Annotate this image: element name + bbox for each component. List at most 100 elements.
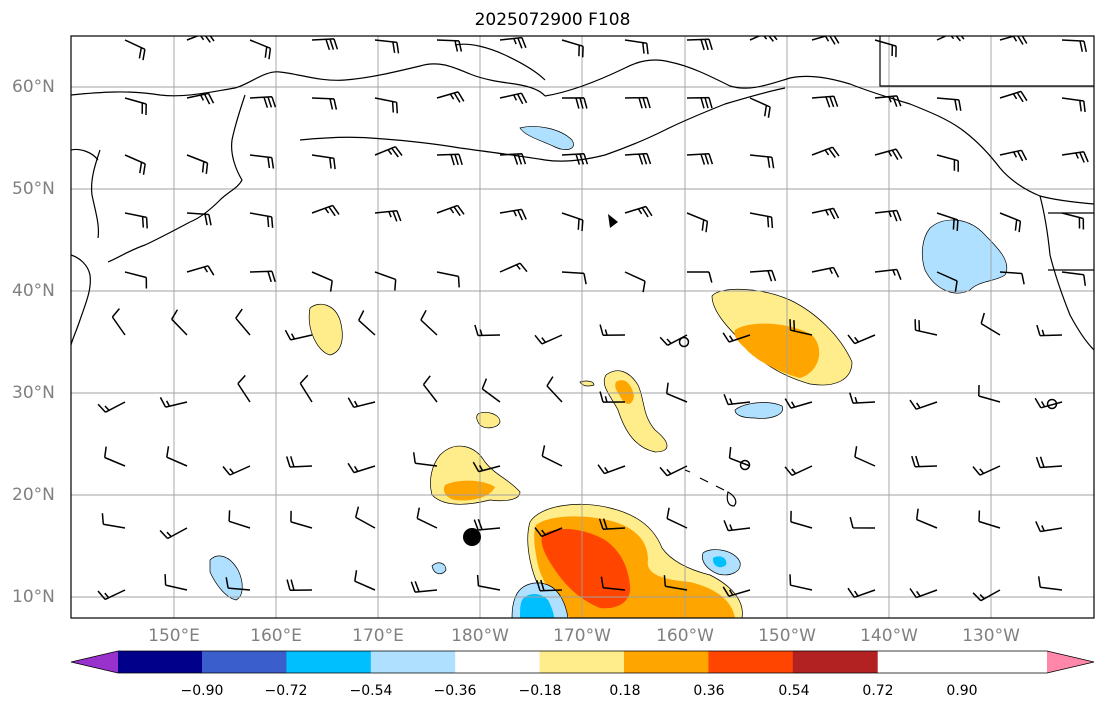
wind-barb <box>374 271 397 291</box>
anomaly-negative-core <box>520 594 554 618</box>
coastline-japan <box>71 254 91 346</box>
lat-label-60: 60°N <box>12 77 55 97</box>
wind-barb <box>686 96 713 109</box>
wind-barb <box>624 96 651 109</box>
lat-label-40: 40°N <box>12 281 55 301</box>
wind-barb <box>999 212 1022 233</box>
wind-barb <box>1061 212 1085 230</box>
wind-barb <box>354 570 376 591</box>
map-frame <box>70 35 1095 619</box>
lon-label-150e: 150°E <box>148 626 200 646</box>
wind-barb <box>847 587 876 599</box>
coastline-kuriles <box>107 221 191 263</box>
wind-barb <box>311 97 338 110</box>
anomaly-negative-region <box>519 126 574 150</box>
wind-barb <box>536 579 563 592</box>
wind-barb <box>1061 97 1086 113</box>
shaded-fields <box>209 126 1008 618</box>
wind-barb <box>358 310 376 336</box>
wind-barb <box>561 97 588 109</box>
wind-barb <box>286 579 313 591</box>
wind-barb <box>784 398 813 409</box>
wind-barb <box>1035 521 1063 533</box>
wind-barb <box>101 513 126 529</box>
wind-barb <box>599 324 626 336</box>
wind-barb <box>749 154 775 169</box>
anomaly-positive-core <box>443 480 495 501</box>
coastline-alaska-peninsula <box>604 87 786 156</box>
wind-barb <box>659 465 688 477</box>
wind-barb <box>914 319 938 336</box>
wind-barb <box>624 205 653 218</box>
wind-barb <box>666 507 688 529</box>
colorbar-tick-label: 0.90 <box>946 683 978 699</box>
lon-label-170w: 170°W <box>553 626 611 646</box>
wind-barb <box>624 152 652 165</box>
wind-barb <box>811 95 839 108</box>
wind-barb <box>874 39 897 58</box>
colorbar <box>70 650 1095 674</box>
wind-barb <box>311 38 339 51</box>
lat-label-20: 20°N <box>12 485 55 505</box>
wind-barb <box>354 506 376 529</box>
colorbar-segment <box>286 651 372 673</box>
coastlines <box>71 36 1094 507</box>
wind-barb <box>686 212 709 233</box>
coastline-alaska <box>544 59 1094 205</box>
wind-barb <box>600 576 626 591</box>
wind-barb <box>499 36 527 49</box>
political-border <box>879 36 1094 271</box>
wind-barb <box>436 204 465 217</box>
wind-barb <box>599 391 626 403</box>
wind-barb <box>285 456 313 468</box>
wind-barb <box>1061 271 1087 286</box>
wind-barb <box>103 446 126 467</box>
wind-barb <box>980 312 1001 336</box>
wind-barb <box>374 97 399 114</box>
wind-barb <box>936 212 959 231</box>
wind-barb <box>124 212 148 229</box>
wind-barb <box>124 154 146 175</box>
wind-barb <box>171 309 188 336</box>
wind-barb <box>499 152 527 165</box>
lat-label-50: 50°N <box>12 179 55 199</box>
wind-barb <box>374 209 402 222</box>
coastline-asia-north <box>71 63 546 97</box>
wind-barb <box>909 588 938 599</box>
wind-barb <box>561 152 589 165</box>
wind-barb <box>1035 456 1063 469</box>
wind-barb <box>723 394 751 406</box>
colorbar-segment <box>792 651 878 673</box>
colorbar-segment <box>118 651 203 673</box>
colorbar-tick-label: 0.72 <box>862 683 894 699</box>
calm-circle <box>1046 398 1058 410</box>
anomaly-positive-region <box>579 380 595 387</box>
wind-barb <box>186 92 215 105</box>
lat-label-10: 10°N <box>12 587 55 607</box>
wind-barb <box>159 397 188 408</box>
wind-barb <box>722 586 751 597</box>
wind-barb <box>235 308 251 336</box>
wind-barb <box>237 374 251 403</box>
colorbar-tick-label: 0.54 <box>778 683 810 699</box>
map-title: 2025072900 F108 <box>474 10 631 30</box>
wind-barb <box>436 39 463 52</box>
colorbar-tick-label: 0.18 <box>609 683 641 699</box>
wind-barb <box>347 462 376 474</box>
colorbar-segment <box>370 651 456 673</box>
wind-barb <box>659 334 688 346</box>
wind-barb <box>687 271 713 283</box>
wind-barb <box>624 39 649 55</box>
wind-barb <box>472 461 501 473</box>
wind-barb <box>849 517 876 529</box>
wind-barb <box>790 510 813 529</box>
wind-barb <box>311 154 336 170</box>
wind-barb <box>911 455 938 468</box>
wind-barb <box>999 271 1025 285</box>
wind-barb <box>936 271 958 292</box>
wind-barb <box>186 36 215 43</box>
colorbar-tick-label: 0.36 <box>693 683 725 699</box>
wind-barb <box>1036 324 1063 337</box>
wind-barb <box>546 376 563 403</box>
wind-barb <box>111 308 126 336</box>
